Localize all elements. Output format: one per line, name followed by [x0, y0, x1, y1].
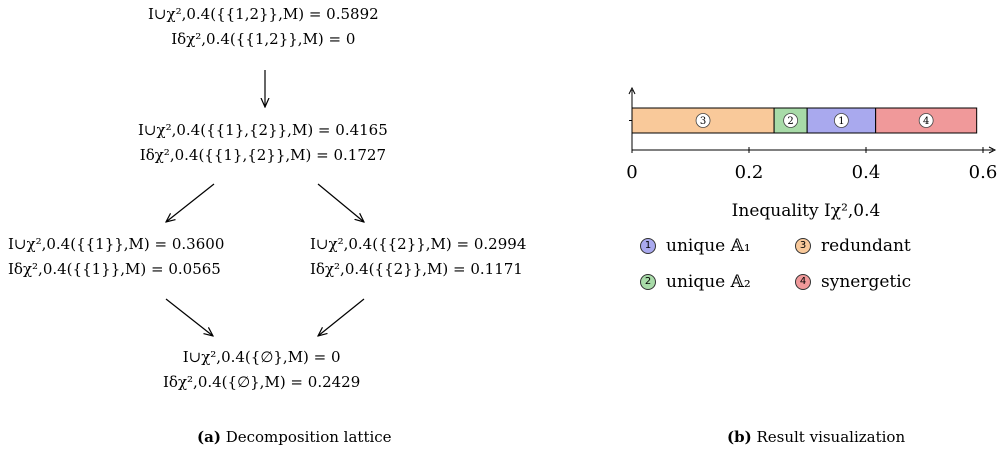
- delta-value-bottom: Iδχ²,0.4({∅},M) = 0.2429: [163, 373, 361, 391]
- bar-marker-2: [783, 113, 799, 128]
- bar-label-3: 3: [700, 116, 706, 127]
- delta-value-top: Iδχ²,0.4({{1,2}},M) = 0: [171, 30, 356, 48]
- bar-marker-4: [918, 113, 934, 128]
- legend-marker-4: 4: [795, 274, 811, 290]
- legend-item-2: 2 unique 𝔸₂: [640, 272, 751, 292]
- caption-b: (b) Result visualization: [727, 428, 905, 446]
- union-value-left: I∪χ²,0.4({{1}},M) = 0.3600: [8, 235, 225, 253]
- union-value-bottom: I∪χ²,0.4({∅},M) = 0: [182, 348, 341, 366]
- legend-label-1: unique 𝔸₁: [666, 236, 751, 256]
- legend-item-1: 1 unique 𝔸₁: [640, 236, 751, 256]
- x-axis-label: Inequality Iχ²,0.4: [732, 201, 881, 221]
- legend-item-4: 4 synergetic: [795, 272, 911, 292]
- bar-label-4: 4: [923, 116, 929, 127]
- bar-marker-3: [695, 113, 711, 128]
- bar-label-1: 1: [838, 116, 844, 127]
- x-tick-label-0: 0: [626, 162, 637, 183]
- legend-label-4: synergetic: [821, 272, 912, 292]
- x-tick-label-1: 0.2: [735, 162, 764, 183]
- delta-value-left: Iδχ²,0.4({{1}},M) = 0.0565: [8, 260, 221, 278]
- legend-item-3: 3 redundant: [795, 236, 911, 256]
- caption-a-text: Decomposition lattice: [225, 428, 392, 446]
- x-tick-label-3: 0.6: [969, 162, 998, 183]
- lattice-node-right: I∪χ²,0.4({{2}},M) = 0.2994 Iδχ²,0.4({{2}…: [310, 232, 526, 282]
- union-value-top: I∪χ²,0.4({{1,2}},M) = 0.5892: [148, 5, 379, 23]
- bar-marker-1: [834, 113, 849, 128]
- union-value-mid: I∪χ²,0.4({{1},{2}},M) = 0.4165: [138, 121, 388, 139]
- lattice-node-left: I∪χ²,0.4({{1}},M) = 0.3600 Iδχ²,0.4({{1}…: [8, 232, 224, 282]
- legend-label-2: unique 𝔸₂: [666, 272, 751, 292]
- x-axis-arrow: [988, 146, 997, 154]
- union-value-right: I∪χ²,0.4({{2}},M) = 0.2994: [310, 235, 527, 253]
- lattice-node-top: I∪χ²,0.4({{1,2}},M) = 0.5892 Iδχ²,0.4({{…: [148, 2, 379, 52]
- delta-value-right: Iδχ²,0.4({{2}},M) = 0.1171: [310, 260, 523, 278]
- lattice-node-bottom: I∪χ²,0.4({∅},M) = 0 Iδχ²,0.4({∅},M) = 0.…: [163, 345, 360, 395]
- delta-value-mid: Iδχ²,0.4({{1},{2}},M) = 0.1727: [139, 146, 386, 164]
- bar-label-2: 2: [787, 116, 793, 127]
- x-tick-label-2: 0.4: [852, 162, 881, 183]
- y-axis-arrow: [628, 86, 636, 95]
- lattice-node-mid: I∪χ²,0.4({{1},{2}},M) = 0.4165 Iδχ²,0.4(…: [138, 118, 388, 168]
- legend-marker-1: 1: [640, 238, 656, 254]
- legend-marker-3: 3: [795, 238, 811, 254]
- caption-b-label: (b): [727, 428, 752, 446]
- caption-b-text: Result visualization: [756, 428, 906, 446]
- legend-marker-2: 2: [640, 274, 656, 290]
- legend-label-3: redundant: [821, 236, 911, 256]
- caption-a-label: (a): [197, 428, 221, 446]
- caption-a: (a) Decomposition lattice: [197, 428, 392, 446]
